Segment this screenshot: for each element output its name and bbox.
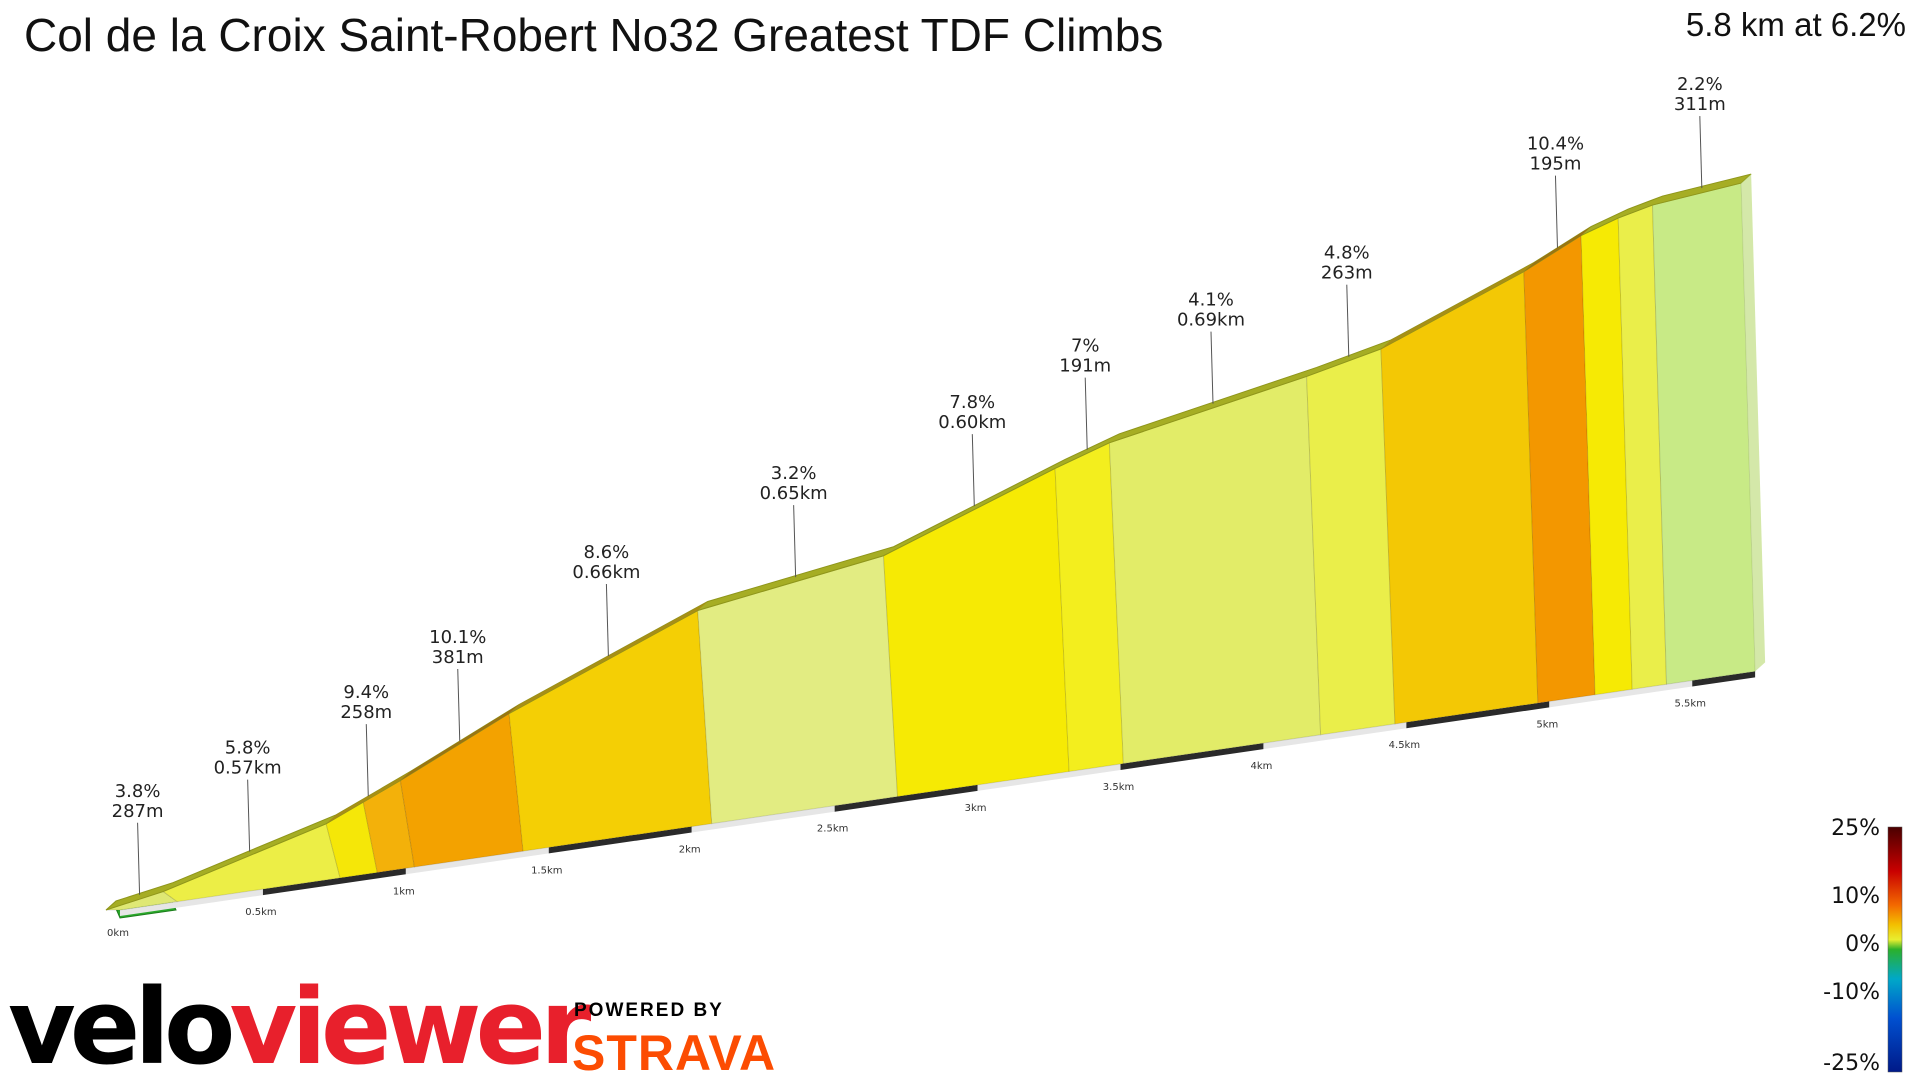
segment-distance-label: 381m	[432, 647, 484, 668]
veloviewer-logo: veloviewer	[8, 966, 591, 1088]
profile-ridge	[105, 173, 1766, 911]
segment-leader-line	[1084, 377, 1088, 450]
segment-gradient-label: 2.2%	[1677, 74, 1723, 95]
distance-tick-labels: 0km 0.5km 1km 1.5km 2km 2.5km 3km 3.5km 4km 4.5km…	[107, 699, 1706, 939]
segment-gradient-label: 3.8%	[115, 781, 161, 802]
distance-axis	[113, 671, 1756, 919]
distance-tick-label: 2.5km	[817, 824, 848, 835]
segment-leader-line	[1699, 116, 1703, 189]
steep-ridge-overlay	[1380, 262, 1534, 349]
segment-distance-label: 0.65km	[760, 483, 828, 504]
distance-band	[1549, 680, 1693, 708]
distance-band	[120, 889, 263, 916]
gradient-segment-face	[508, 609, 713, 852]
color-scale-label: 25%	[1831, 816, 1880, 841]
segment-gradient-label: 3.2%	[771, 463, 817, 484]
segment-distance-label: 0.69km	[1177, 310, 1245, 331]
color-scale-label: 0%	[1845, 932, 1880, 957]
color-scale-label: -25%	[1823, 1051, 1880, 1076]
distance-tick-label: 5.5km	[1675, 699, 1706, 710]
distance-tick-label: 1.5km	[531, 865, 562, 876]
segment-gradient-label: 10.1%	[429, 627, 486, 648]
segment-distance-label: 191m	[1059, 356, 1111, 377]
distance-band	[834, 784, 978, 812]
strava-logo: STRAVA	[572, 1025, 777, 1081]
gradient-segment-face	[1380, 270, 1539, 725]
steep-ridge-overlay	[509, 601, 708, 714]
climb-summary: 5.8 km at 6.2%	[1685, 6, 1906, 43]
gradient-segment-face	[883, 467, 1070, 798]
distance-band	[262, 868, 406, 896]
distance-tick-label: 3.5km	[1103, 782, 1134, 793]
profile-end-cap	[1741, 174, 1766, 672]
segment-distance-label: 311m	[1674, 94, 1726, 115]
gradient-segment-face	[1652, 182, 1756, 685]
distance-band	[1692, 671, 1756, 687]
segment-leader-line	[1346, 284, 1350, 357]
color-scale-label: 10%	[1831, 884, 1880, 909]
segment-distance-label: 0.66km	[572, 562, 640, 583]
distance-tick-label: 4km	[1250, 761, 1272, 772]
chart-title: Col de la Croix Saint-Robert No32 Greate…	[24, 9, 1164, 61]
distance-band	[691, 805, 835, 833]
steep-ridge-overlay	[326, 771, 411, 824]
segment-leader-line	[457, 668, 461, 742]
color-scale-label: -10%	[1823, 980, 1880, 1005]
distance-band	[405, 847, 549, 875]
segment-leader-line	[605, 584, 609, 657]
color-scale-bar	[1887, 826, 1903, 1073]
distance-band	[1406, 701, 1550, 729]
segment-gradient-label: 7.8%	[949, 392, 995, 413]
segment-distance-label: 263m	[1321, 263, 1373, 284]
segment-leader-line	[1554, 175, 1558, 248]
segment-leader-line	[971, 434, 975, 507]
distance-band	[1120, 743, 1264, 770]
distance-tick-label: 4.5km	[1389, 740, 1420, 751]
distance-band	[548, 826, 692, 854]
distance-tick-label: 0.5km	[245, 907, 276, 918]
segment-distance-label: 0.60km	[938, 412, 1006, 433]
powered-by-text: POWERED BY	[574, 1000, 724, 1021]
segment-distance-label: 0.57km	[214, 758, 282, 779]
distance-tick-label: 0km	[107, 928, 129, 939]
segment-gradient-label: 10.4%	[1527, 134, 1584, 155]
segment-distance-label: 195m	[1530, 154, 1582, 175]
distance-tick-label: 5km	[1536, 719, 1558, 730]
distance-band	[977, 763, 1121, 791]
segment-gradient-label: 9.4%	[343, 682, 389, 703]
segment-leader-line	[137, 822, 141, 895]
distance-tick-label: 2km	[679, 845, 701, 856]
segment-leader-line	[1210, 331, 1214, 404]
segment-gradient-label: 7%	[1071, 336, 1100, 357]
segment-distance-label: 258m	[340, 702, 392, 723]
gradient-segment-face	[1108, 375, 1322, 765]
segment-gradient-label: 8.6%	[584, 542, 630, 563]
segment-distance-label: 287m	[112, 801, 164, 822]
segment-leader-line	[247, 779, 251, 852]
steep-ridge-overlay	[1523, 226, 1592, 272]
segment-labels: 3.8%287m5.8%0.57km9.4%258m10.1%381m8.6%0…	[112, 74, 1726, 895]
segment-leader-line	[365, 724, 369, 797]
gradient-segment-face	[162, 823, 341, 903]
gradient-segment-face	[1306, 348, 1396, 736]
segment-gradient-label: 4.1%	[1188, 290, 1234, 311]
distance-tick-label: 3km	[965, 803, 987, 814]
distance-tick-label: 1km	[393, 886, 415, 897]
segment-gradient-label: 4.8%	[1324, 243, 1370, 264]
steep-ridge-overlay	[400, 704, 520, 781]
gradient-color-scale: 25% 10% 0% -10% -25%	[1823, 816, 1903, 1076]
segment-gradient-label: 5.8%	[225, 738, 271, 759]
gradient-segments	[105, 182, 1756, 911]
distance-band	[1263, 722, 1407, 750]
gradient-segment-face	[399, 712, 524, 868]
segment-leader-line	[793, 505, 797, 578]
